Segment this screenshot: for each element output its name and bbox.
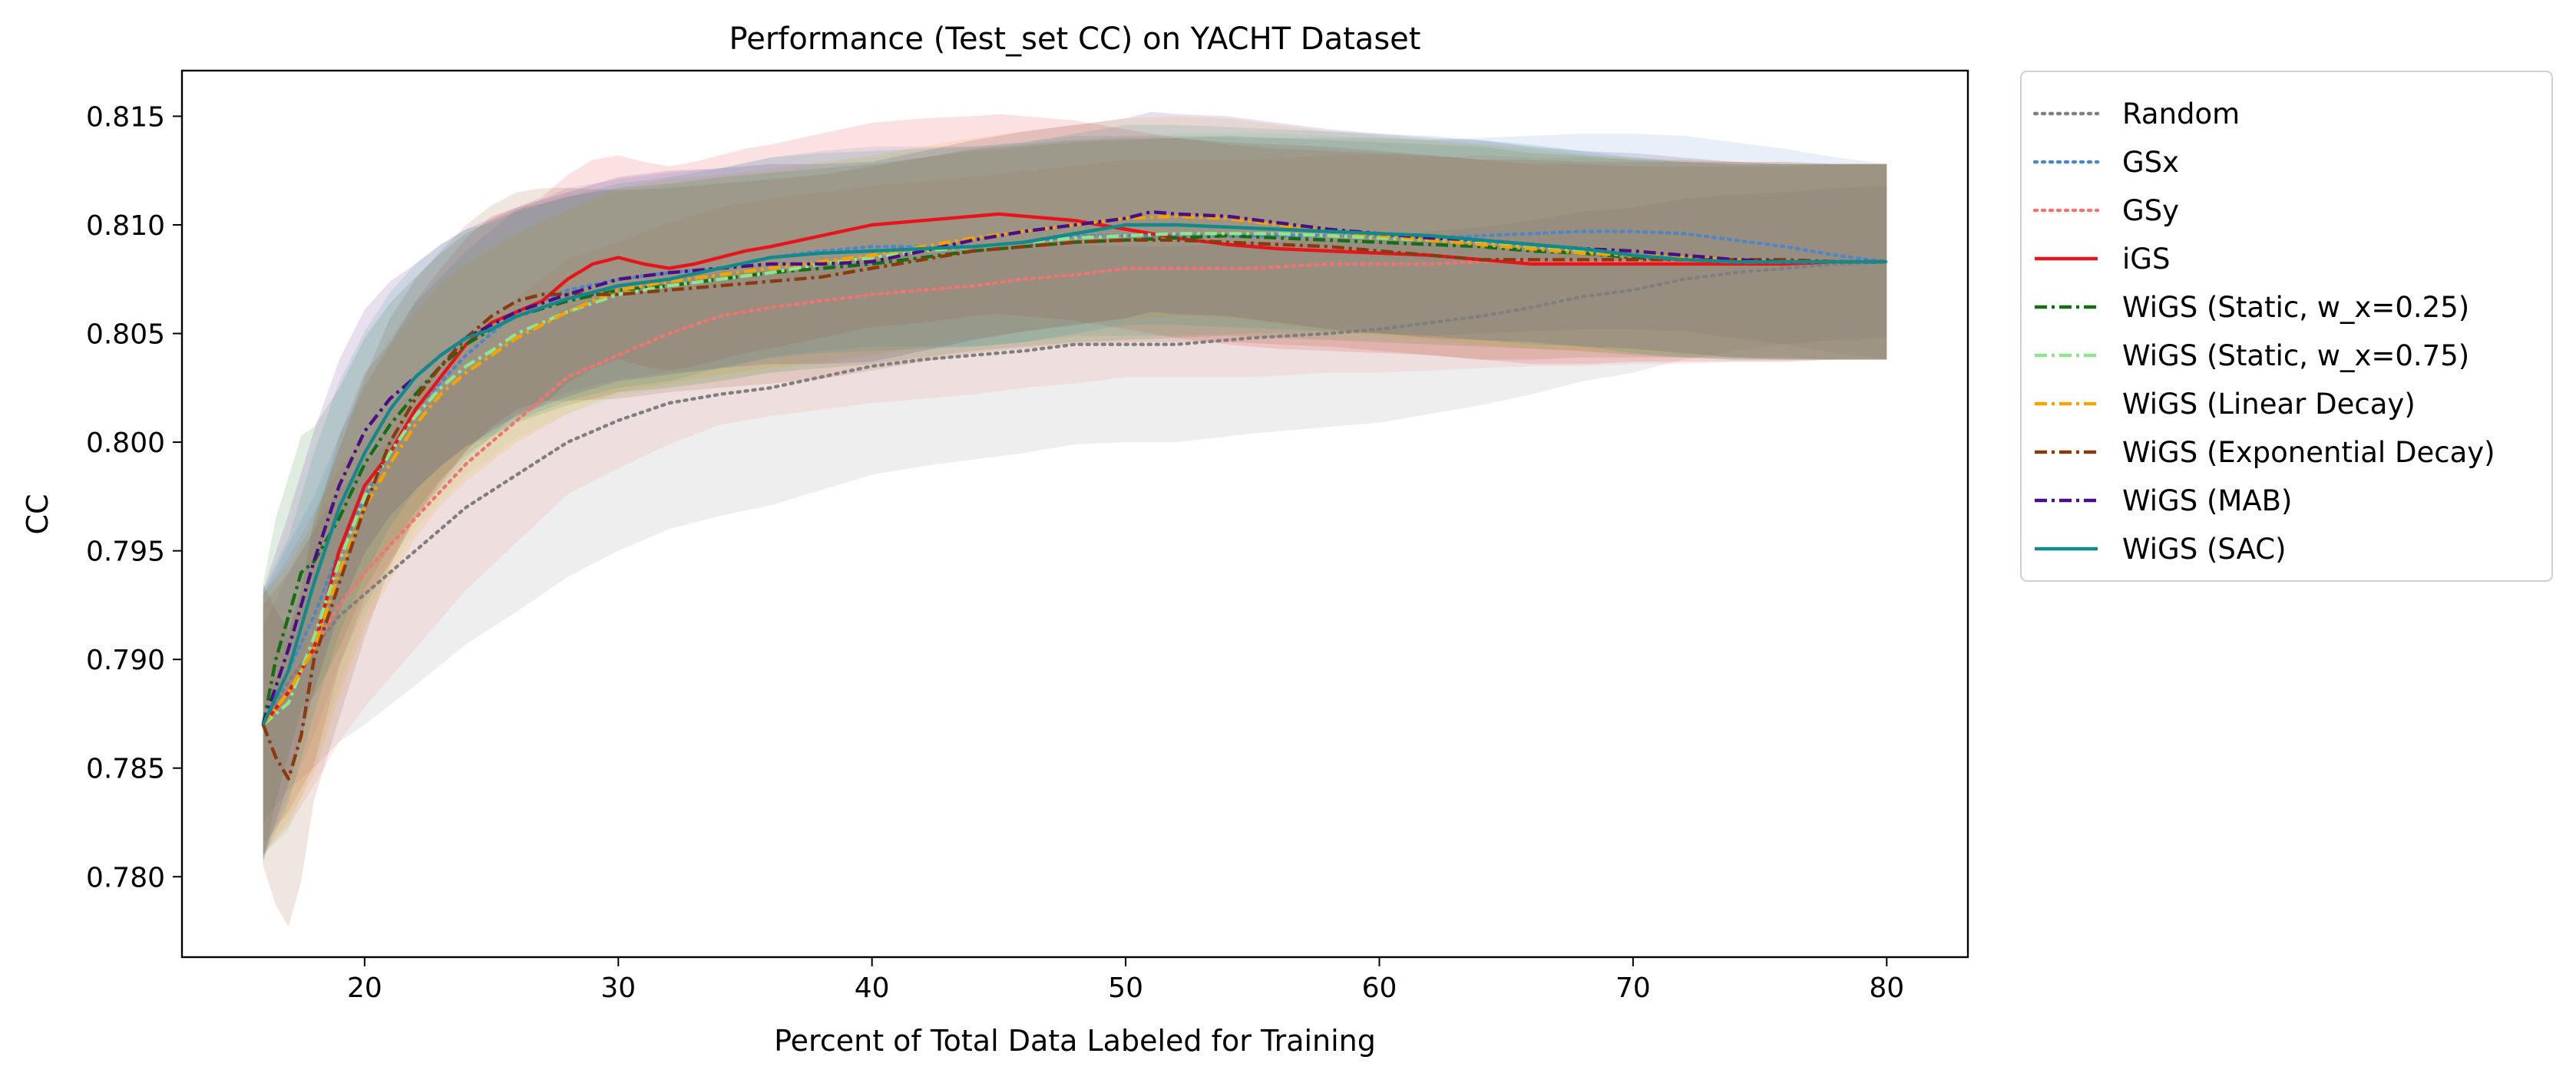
legend-label: GSx bbox=[2122, 146, 2179, 179]
y-tick-label: 0.795 bbox=[86, 537, 165, 568]
confidence-band-random bbox=[263, 186, 1887, 823]
chart-title: Performance (Test_set CC) on YACHT Datas… bbox=[729, 21, 1421, 57]
x-tick-label: 20 bbox=[347, 972, 382, 1004]
x-tick-label: 70 bbox=[1615, 972, 1651, 1004]
confidence-bands bbox=[263, 111, 1887, 927]
confidence-band-wigs-mab bbox=[263, 111, 1887, 860]
confidence-band-gsx bbox=[263, 134, 1887, 855]
x-tick-label: 40 bbox=[855, 972, 890, 1004]
legend-label: GSy bbox=[2122, 194, 2179, 227]
confidence-band-wigs-linear-decay bbox=[263, 116, 1887, 855]
confidence-band-igs bbox=[263, 114, 1887, 844]
y-axis-label: CC bbox=[21, 494, 55, 534]
y-tick-label: 0.800 bbox=[86, 428, 165, 459]
y-tick-label: 0.780 bbox=[86, 862, 165, 893]
x-tick-label: 50 bbox=[1108, 972, 1143, 1004]
legend-label: WiGS (SAC) bbox=[2122, 533, 2287, 566]
legend-label: iGS bbox=[2122, 243, 2170, 276]
legend-item-wigs-linear-decay: WiGS (Linear Decay) bbox=[2035, 388, 2416, 421]
legend-item-wigs-static-w-x-0-25: WiGS (Static, w_x=0.25) bbox=[2035, 291, 2469, 324]
series-lines bbox=[261, 210, 1889, 781]
confidence-band-wigs-static-w-x-0-25 bbox=[263, 135, 1887, 867]
legend-label: WiGS (Linear Decay) bbox=[2122, 388, 2416, 421]
x-tick-label: 60 bbox=[1362, 972, 1397, 1004]
legend-label: WiGS (Static, w_x=0.75) bbox=[2122, 339, 2469, 372]
legend-item-igs: iGS bbox=[2035, 243, 2170, 276]
legend-label: Random bbox=[2122, 97, 2240, 130]
series-line-wigs-exponential-decay bbox=[261, 238, 1887, 781]
series-line-wigs-sac bbox=[261, 223, 1887, 726]
series-line-random bbox=[261, 259, 1889, 727]
legend: Random GSx GSy iGS WiGS (Static, w_x=0.25) Wi… bbox=[2020, 71, 2553, 582]
legend-item-random: Random bbox=[2032, 97, 2240, 130]
y-tick-label: 0.785 bbox=[86, 754, 165, 785]
confidence-band-gsy bbox=[263, 155, 1887, 855]
y-tick-label: 0.790 bbox=[86, 645, 165, 676]
series-line-wigs-linear-decay bbox=[261, 214, 1887, 726]
x-tick-label: 30 bbox=[600, 972, 636, 1004]
legend-item-gsx: GSx bbox=[2032, 146, 2179, 179]
legend-label: WiGS (Static, w_x=0.25) bbox=[2122, 291, 2469, 324]
legend-item-wigs-sac: WiGS (SAC) bbox=[2035, 533, 2287, 566]
confidence-band-wigs-static-w-x-0-75 bbox=[263, 134, 1887, 855]
x-axis-label: Percent of Total Data Labeled for Traini… bbox=[774, 1024, 1376, 1058]
legend-label: WiGS (Exponential Decay) bbox=[2122, 436, 2495, 469]
y-axis: 0.780 0.785 0.790 0.795 0.800 0.805 0.810 0.815 bbox=[86, 101, 182, 893]
series-line-wigs-static-w-x-0-75 bbox=[262, 232, 1887, 726]
y-tick-label: 0.805 bbox=[86, 319, 165, 351]
y-tick-label: 0.815 bbox=[86, 101, 165, 133]
confidence-band-wigs-sac bbox=[263, 124, 1887, 860]
legend-item-wigs-exponential-decay: WiGS (Exponential Decay) bbox=[2035, 436, 2495, 469]
legend-item-wigs-mab: WiGS (MAB) bbox=[2035, 484, 2292, 517]
y-tick-label: 0.810 bbox=[86, 210, 165, 242]
x-axis: 20 30 40 50 60 70 80 bbox=[347, 957, 1904, 1004]
legend-item-wigs-static-w-x-0-75: WiGS (Static, w_x=0.75) bbox=[2035, 339, 2469, 372]
legend-label: WiGS (MAB) bbox=[2122, 484, 2292, 517]
legend-item-gsy: GSy bbox=[2032, 194, 2179, 227]
series-line-wigs-static-w-x-0-25 bbox=[261, 233, 1887, 725]
plot-frame bbox=[180, 69, 1969, 959]
series-line-gsy bbox=[261, 259, 1889, 727]
series-line-igs bbox=[261, 212, 1887, 726]
legend-entries: Random GSx GSy iGS WiGS (Static, w_x=0.25) Wi… bbox=[2032, 97, 2495, 566]
legend-frame bbox=[2020, 71, 2553, 582]
x-tick-label: 80 bbox=[1869, 972, 1904, 1004]
